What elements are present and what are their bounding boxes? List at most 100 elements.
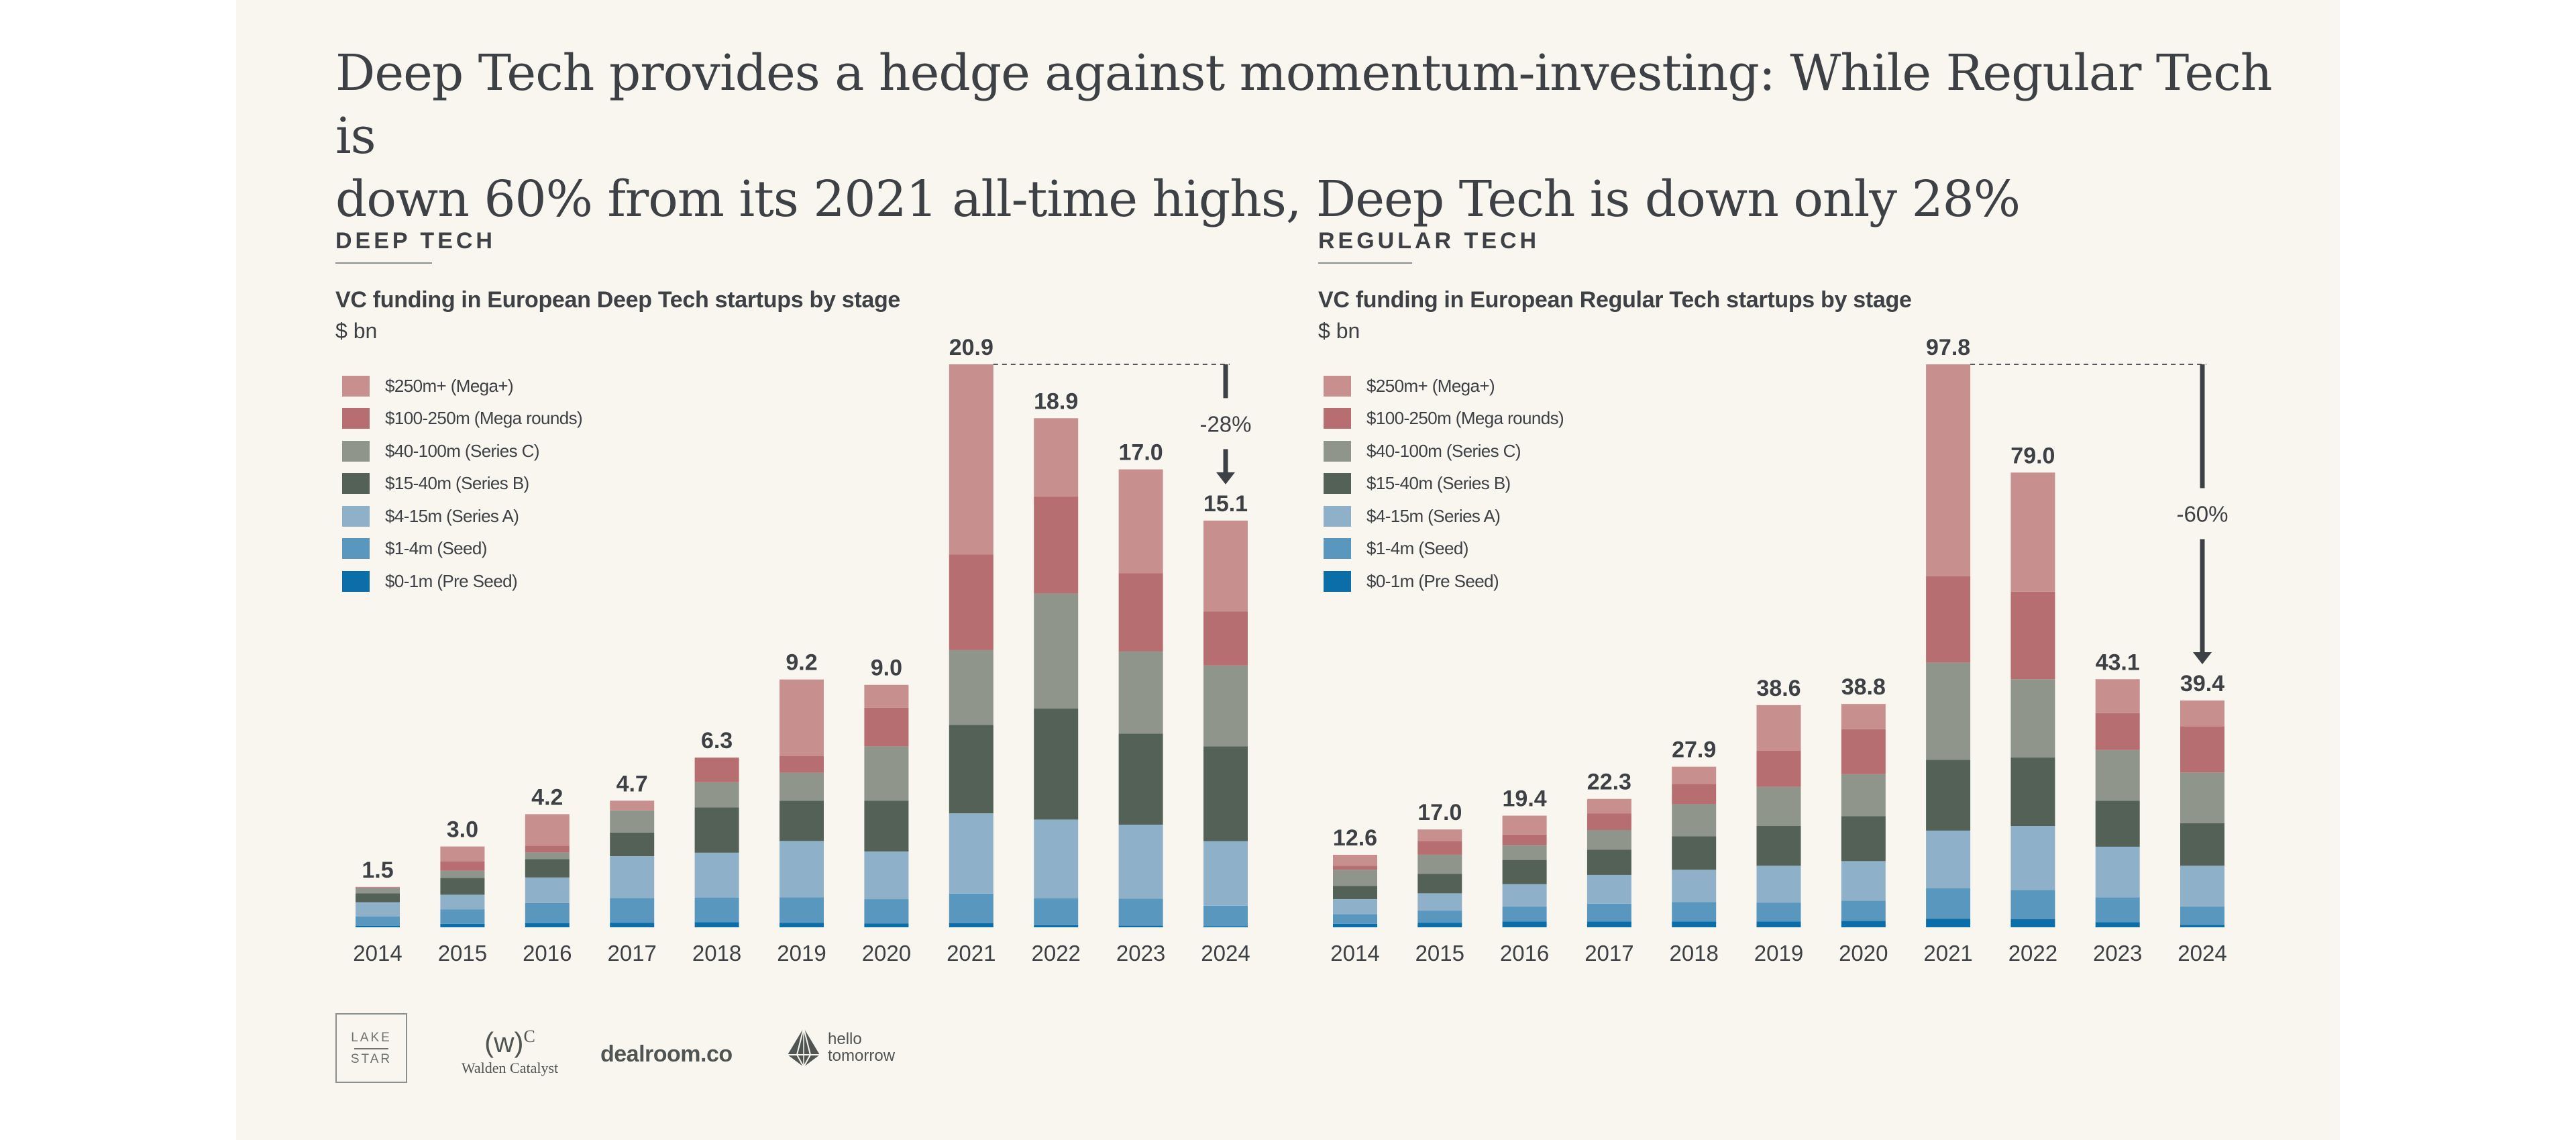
- legend-item: $100-250m (Mega rounds): [1324, 403, 1564, 435]
- bar-segment: [1841, 704, 1886, 729]
- walden-catalyst-logo: (w)C Walden Catalyst: [446, 1020, 574, 1077]
- bar-segment: [1118, 469, 1163, 574]
- bar-segment: [1926, 919, 1971, 927]
- change-arrow-head-icon: [1216, 472, 1235, 484]
- deep-tech-section-rule: [335, 262, 432, 264]
- lakestar-logo-top: LAKE: [351, 1031, 392, 1045]
- bar-segment: [2180, 726, 2224, 773]
- bar-segment: [864, 899, 909, 924]
- bar-segment: [610, 810, 655, 833]
- bar-segment: [1034, 497, 1079, 594]
- bar-segment: [2095, 800, 2140, 847]
- legend-label: $4-15m (Series A): [1366, 505, 1501, 526]
- regular-tech-chart: 12.6 2014 17.0 2015 19.4 2016 22.3 2017 27.9 2018…: [1330, 335, 2228, 966]
- bar-segment: [2095, 679, 2140, 713]
- x-tick-label: 2016: [523, 941, 572, 966]
- bar-segment: [1587, 874, 1631, 904]
- x-tick-label: 2017: [1585, 941, 1633, 966]
- bar-segment: [1333, 854, 1377, 866]
- x-tick-label: 2019: [1754, 941, 1803, 966]
- bar-segment: [949, 650, 994, 725]
- bar-segment: [2010, 919, 2055, 927]
- bar-segment: [1034, 898, 1079, 925]
- bar-segment: [1841, 900, 1886, 921]
- bar-segment: [610, 923, 655, 927]
- bar-segment: [1672, 836, 1717, 870]
- bar-segment: [525, 877, 570, 903]
- hello-tomorrow-line-2: tomorrow: [828, 1047, 896, 1065]
- bar-segment: [949, 364, 994, 555]
- legend-label: $250m+ (Mega+): [385, 375, 514, 396]
- bar-segment: [1841, 816, 1886, 862]
- bar-segment: [864, 923, 909, 927]
- legend-swatch: [1324, 570, 1351, 592]
- bar-segment: [2010, 679, 2055, 758]
- bar-segment: [1333, 870, 1377, 886]
- legend-label: $15-40m (Series B): [385, 473, 529, 494]
- bar-total-label: 9.0: [871, 656, 902, 681]
- bar-segment: [1926, 662, 1971, 760]
- bar-segment: [610, 832, 655, 857]
- bar-segment: [1672, 870, 1717, 902]
- bar-segment: [610, 898, 655, 923]
- bar-segment: [1926, 830, 1971, 888]
- bar-segment: [440, 861, 485, 871]
- legend-label: $0-1m (Pre Seed): [1366, 570, 1499, 591]
- bar-segment: [2010, 890, 2055, 919]
- bar-total-label: 27.9: [1672, 737, 1716, 763]
- bar-segment: [1333, 866, 1377, 870]
- bar-segment: [1118, 733, 1163, 825]
- hello-tomorrow-text: hello tomorrow: [828, 1031, 895, 1064]
- legend-item: $100-250m (Mega rounds): [342, 403, 583, 435]
- x-tick-label: 2022: [2008, 941, 2057, 966]
- bar-segment: [864, 707, 909, 747]
- bar-segment: [1926, 888, 1971, 919]
- legend-item: $0-1m (Pre Seed): [342, 565, 582, 598]
- bar-segment: [864, 800, 909, 851]
- bar-segment: [2095, 846, 2140, 898]
- hello-tomorrow-logo: hello tomorrow: [785, 1028, 895, 1067]
- x-tick-label: 2022: [1031, 941, 1080, 966]
- bar-segment: [2180, 906, 2224, 925]
- bar-segment: [2010, 826, 2055, 890]
- legend-item: $15-40m (Series B): [342, 468, 582, 501]
- bar-segment: [1756, 750, 1801, 787]
- bar-segment: [1417, 923, 1462, 927]
- bar-total-label: 17.0: [1119, 440, 1163, 466]
- legend-swatch: [1324, 473, 1351, 495]
- bar-segment: [1502, 906, 1547, 922]
- legend-swatch: [1324, 538, 1351, 560]
- bar-segment: [1118, 651, 1163, 734]
- x-tick-label: 2021: [947, 941, 996, 966]
- legend-label: $100-250m (Mega rounds): [385, 408, 583, 429]
- legend-label: $40-100m (Series C): [385, 440, 540, 461]
- x-tick-label: 2024: [2178, 941, 2226, 966]
- lakestar-logo-bottom: STAR: [350, 1052, 392, 1066]
- legend-label: $0-1m (Pre Seed): [385, 570, 518, 591]
- regular-tech-chart-title: VC funding in European Regular Tech star…: [1318, 287, 1912, 313]
- bar-segment: [949, 813, 994, 894]
- x-tick-label: 2014: [353, 941, 402, 966]
- bar-segment: [949, 725, 994, 814]
- regular-tech-section-label: REGULAR TECH: [1318, 228, 1540, 254]
- x-tick-label: 2017: [607, 941, 656, 966]
- bar-segment: [2095, 713, 2140, 750]
- bar-segment: [694, 852, 739, 898]
- regular-tech-section-rule: [1318, 262, 1412, 264]
- bar-segment: [2095, 749, 2140, 801]
- legend-item: $1-4m (Seed): [1324, 533, 1564, 566]
- legend-item: $15-40m (Series B): [1324, 468, 1564, 501]
- legend-swatch: [342, 538, 370, 560]
- bar-segment: [440, 909, 485, 924]
- deep-tech-unit-label: $ bn: [335, 319, 378, 343]
- bar-segment: [780, 772, 824, 801]
- bar-segment: [694, 897, 739, 923]
- legend-label: $1-4m (Seed): [385, 538, 487, 559]
- x-tick-label: 2020: [862, 941, 911, 966]
- bar-segment: [1118, 825, 1163, 899]
- bar-segment: [356, 888, 400, 894]
- legend-label: $250m+ (Mega+): [1366, 375, 1495, 396]
- bar-total-label: 12.6: [1333, 825, 1377, 851]
- bar-segment: [356, 893, 400, 902]
- headline-line-2: down 60% from its 2021 all-time highs, D…: [335, 170, 2021, 228]
